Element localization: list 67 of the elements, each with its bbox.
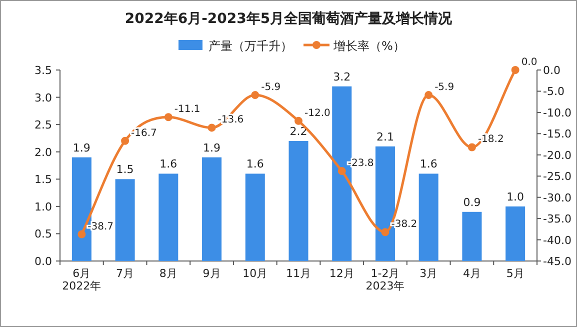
bar bbox=[506, 206, 526, 261]
x-tick-label: 6月 2022年 bbox=[62, 267, 102, 293]
y2-tick-label: -15.0 bbox=[543, 128, 572, 141]
x-tick-label: 1-2月 2023年 bbox=[366, 267, 405, 293]
point bbox=[338, 167, 346, 176]
y2-tick-label: -25.0 bbox=[543, 170, 572, 184]
data-label: 1.5 bbox=[116, 163, 134, 176]
point bbox=[381, 228, 390, 236]
x-tick-label: 8月 bbox=[159, 267, 178, 280]
y2-tick-label: -35.0 bbox=[543, 212, 572, 226]
y-tick-label: 3.5 bbox=[34, 64, 52, 77]
y-tick-label: 2.5 bbox=[34, 118, 52, 132]
point bbox=[208, 124, 216, 132]
y2-tick-label: -20.0 bbox=[543, 148, 572, 162]
data-label: -11.1 bbox=[174, 104, 200, 116]
x-tick-label: 9月 bbox=[202, 267, 221, 280]
data-label: 1.6 bbox=[420, 158, 438, 171]
y-tick-label: 0.0 bbox=[34, 255, 52, 268]
point bbox=[294, 116, 302, 125]
data-label: 1.6 bbox=[160, 158, 178, 171]
point bbox=[164, 113, 172, 122]
point bbox=[511, 66, 520, 74]
point bbox=[78, 230, 86, 238]
data-label: -5.9 bbox=[434, 82, 454, 94]
x-tick-label: 11月 bbox=[286, 267, 311, 280]
y2-tick-label: -45.0 bbox=[543, 255, 572, 268]
data-label: 0.0 bbox=[521, 57, 538, 68]
bar bbox=[288, 140, 308, 261]
y2-tick-label: -10.0 bbox=[543, 106, 572, 120]
data-label: 2.1 bbox=[376, 130, 394, 144]
y-tick-label: 0.5 bbox=[34, 228, 52, 241]
point bbox=[251, 91, 260, 100]
bar bbox=[418, 174, 438, 261]
data-label: 1.9 bbox=[203, 141, 221, 154]
x-tick-label: 7月 bbox=[116, 267, 134, 280]
y-tick-label: 3.0 bbox=[34, 91, 52, 104]
point bbox=[424, 91, 433, 100]
bar bbox=[115, 179, 135, 261]
data-label: -16.7 bbox=[131, 128, 157, 139]
y-tick-label: 1.5 bbox=[34, 173, 52, 186]
chart-title: 2022年6月-2023年5月全国葡萄酒产量及增长情况 bbox=[124, 10, 454, 27]
data-label: -12.0 bbox=[304, 108, 330, 119]
x-tick-label: 3月 bbox=[420, 267, 438, 280]
bar bbox=[462, 212, 482, 261]
point bbox=[121, 136, 130, 145]
data-label: 1.0 bbox=[506, 190, 524, 204]
legend-label: 增长率（%） bbox=[332, 39, 405, 53]
x-tick-label: 12月 bbox=[329, 267, 354, 280]
y2-tick-label: -30.0 bbox=[543, 191, 572, 204]
legend-label: 产量（万千升） bbox=[208, 39, 292, 53]
data-label: -5.9 bbox=[261, 82, 281, 94]
point bbox=[468, 143, 476, 152]
data-label: 0.9 bbox=[463, 196, 481, 209]
x-tick-label: 5月 bbox=[506, 267, 524, 280]
y2-tick-label: -40.0 bbox=[543, 234, 572, 247]
y-tick-label: 2.0 bbox=[34, 146, 52, 159]
x-tick-label: 4月 bbox=[462, 267, 481, 280]
y-tick-label: 1.0 bbox=[34, 200, 52, 214]
bar bbox=[158, 174, 178, 261]
data-label: 3.2 bbox=[333, 70, 351, 84]
bar bbox=[245, 174, 265, 261]
data-label: 1.9 bbox=[72, 141, 90, 154]
x-tick-label: 10月 bbox=[242, 267, 268, 280]
data-label: 1.6 bbox=[246, 158, 264, 171]
y2-tick-label: 0.0 bbox=[543, 64, 560, 77]
y2-tick-label: -5.0 bbox=[543, 85, 564, 98]
bar bbox=[202, 157, 222, 261]
